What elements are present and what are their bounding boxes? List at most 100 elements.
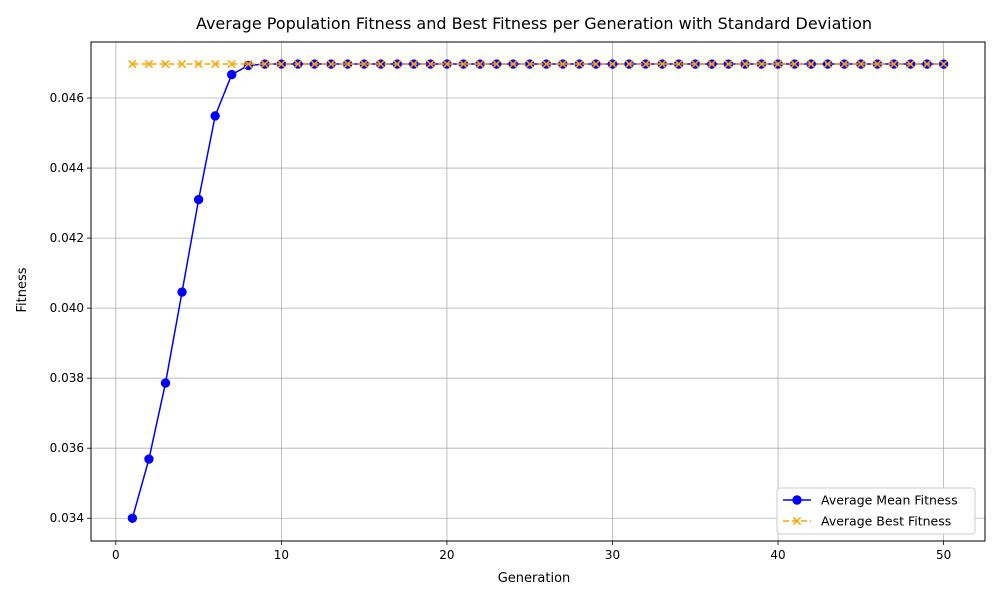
x-marker-stroke [376,59,385,69]
data-point [144,454,154,464]
x-marker-stroke [277,59,286,69]
x-tick-label: 40 [770,548,785,562]
x-marker-stroke [922,59,932,69]
x-marker-stroke [343,59,352,69]
data-point [856,59,865,69]
legend-label: Average Best Fitness [821,514,951,529]
data-point [525,59,534,69]
y-tick-label: 0.038 [50,371,84,385]
data-point [442,59,452,69]
legend-box [776,487,976,535]
series-average-best-fitness [128,59,948,69]
x-marker-stroke [211,59,220,69]
data-point [658,59,667,69]
x-marker-stroke [326,59,336,69]
x-marker-stroke [790,59,799,69]
x-marker-stroke [442,59,452,69]
data-point [939,59,948,69]
x-marker-stroke [807,59,816,69]
x-marker-stroke [492,59,501,69]
y-tick-label: 0.034 [50,511,84,525]
y-tick-label: 0.040 [50,301,84,315]
x-marker-stroke [260,59,269,69]
data-point [426,59,435,69]
x-marker-stroke [475,59,485,69]
y-tick-label: 0.044 [50,161,84,175]
data-point [889,59,899,69]
x-marker-stroke [724,59,733,69]
data-point [691,59,700,69]
x-marker-stroke [757,59,766,69]
x-marker-stroke [128,59,137,69]
x-marker-stroke [459,59,468,69]
data-point [475,59,485,69]
data-point [707,59,716,69]
data-point [509,59,518,69]
data-point [177,59,187,69]
data-point [409,59,418,69]
series-layer [127,59,949,523]
x-marker-stroke [856,59,865,69]
data-point [376,59,385,69]
legend-entry: Average Best Fitness [783,514,951,529]
y-tick-label: 0.042 [50,231,84,245]
x-marker-stroke [707,59,716,69]
data-point [624,59,634,69]
data-point [459,59,468,69]
data-point [343,59,352,69]
x-marker-stroke [177,59,187,69]
legend: Average Mean Fitness Average Best Fitness [776,487,976,535]
data-point [773,59,783,69]
x-marker-stroke [525,59,534,69]
data-point [326,59,336,69]
data-point [211,59,220,69]
legend-label: Average Mean Fitness [821,493,958,508]
x-marker-stroke [691,59,700,69]
x-marker-stroke [823,59,832,69]
x-marker-stroke [194,59,203,69]
x-marker-stroke [889,59,899,69]
data-point [823,59,832,69]
data-point [277,59,286,69]
x-marker-stroke [792,516,802,526]
data-point [724,59,733,69]
data-point [757,59,766,69]
x-marker-stroke [227,59,236,69]
legend-entry: Average Mean Fitness [783,493,958,508]
data-point [591,59,601,69]
x-marker-stroke [542,59,551,69]
x-marker-stroke [624,59,634,69]
data-point [393,59,402,69]
data-point [740,59,750,69]
y-axis-label: Fitness [15,267,30,312]
data-point [575,59,584,69]
data-point [244,59,253,69]
x-axis-label: Generation [498,571,571,586]
data-point [542,59,551,69]
data-point [641,59,650,69]
data-point [260,59,269,69]
data-point [873,59,882,69]
x-marker-stroke [393,59,402,69]
x-marker-stroke [144,59,154,69]
data-point [210,111,220,121]
x-tick-label: 20 [439,548,454,562]
data-point [243,60,253,71]
data-point [840,59,849,69]
data-point [608,59,617,69]
data-point [492,59,501,69]
data-point [128,59,137,69]
legend-marker [792,495,802,505]
data-point [144,59,154,69]
data-point [360,59,369,69]
x-marker-stroke [244,59,253,69]
data-point [790,59,799,69]
data-point [161,59,170,69]
x-marker-stroke [409,59,418,69]
x-tick-label: 10 [274,548,289,562]
y-tick-label: 0.046 [50,91,84,105]
x-marker-stroke [906,59,915,69]
axis-ticks: 0 10 20 30 40 50 0.034 0.036 0.038 0.040 0.042 0.04… [50,91,952,562]
